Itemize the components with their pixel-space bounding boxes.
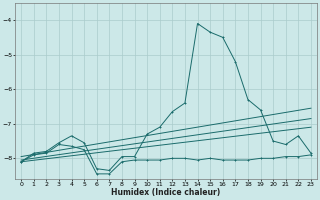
X-axis label: Humidex (Indice chaleur): Humidex (Indice chaleur): [111, 188, 220, 197]
